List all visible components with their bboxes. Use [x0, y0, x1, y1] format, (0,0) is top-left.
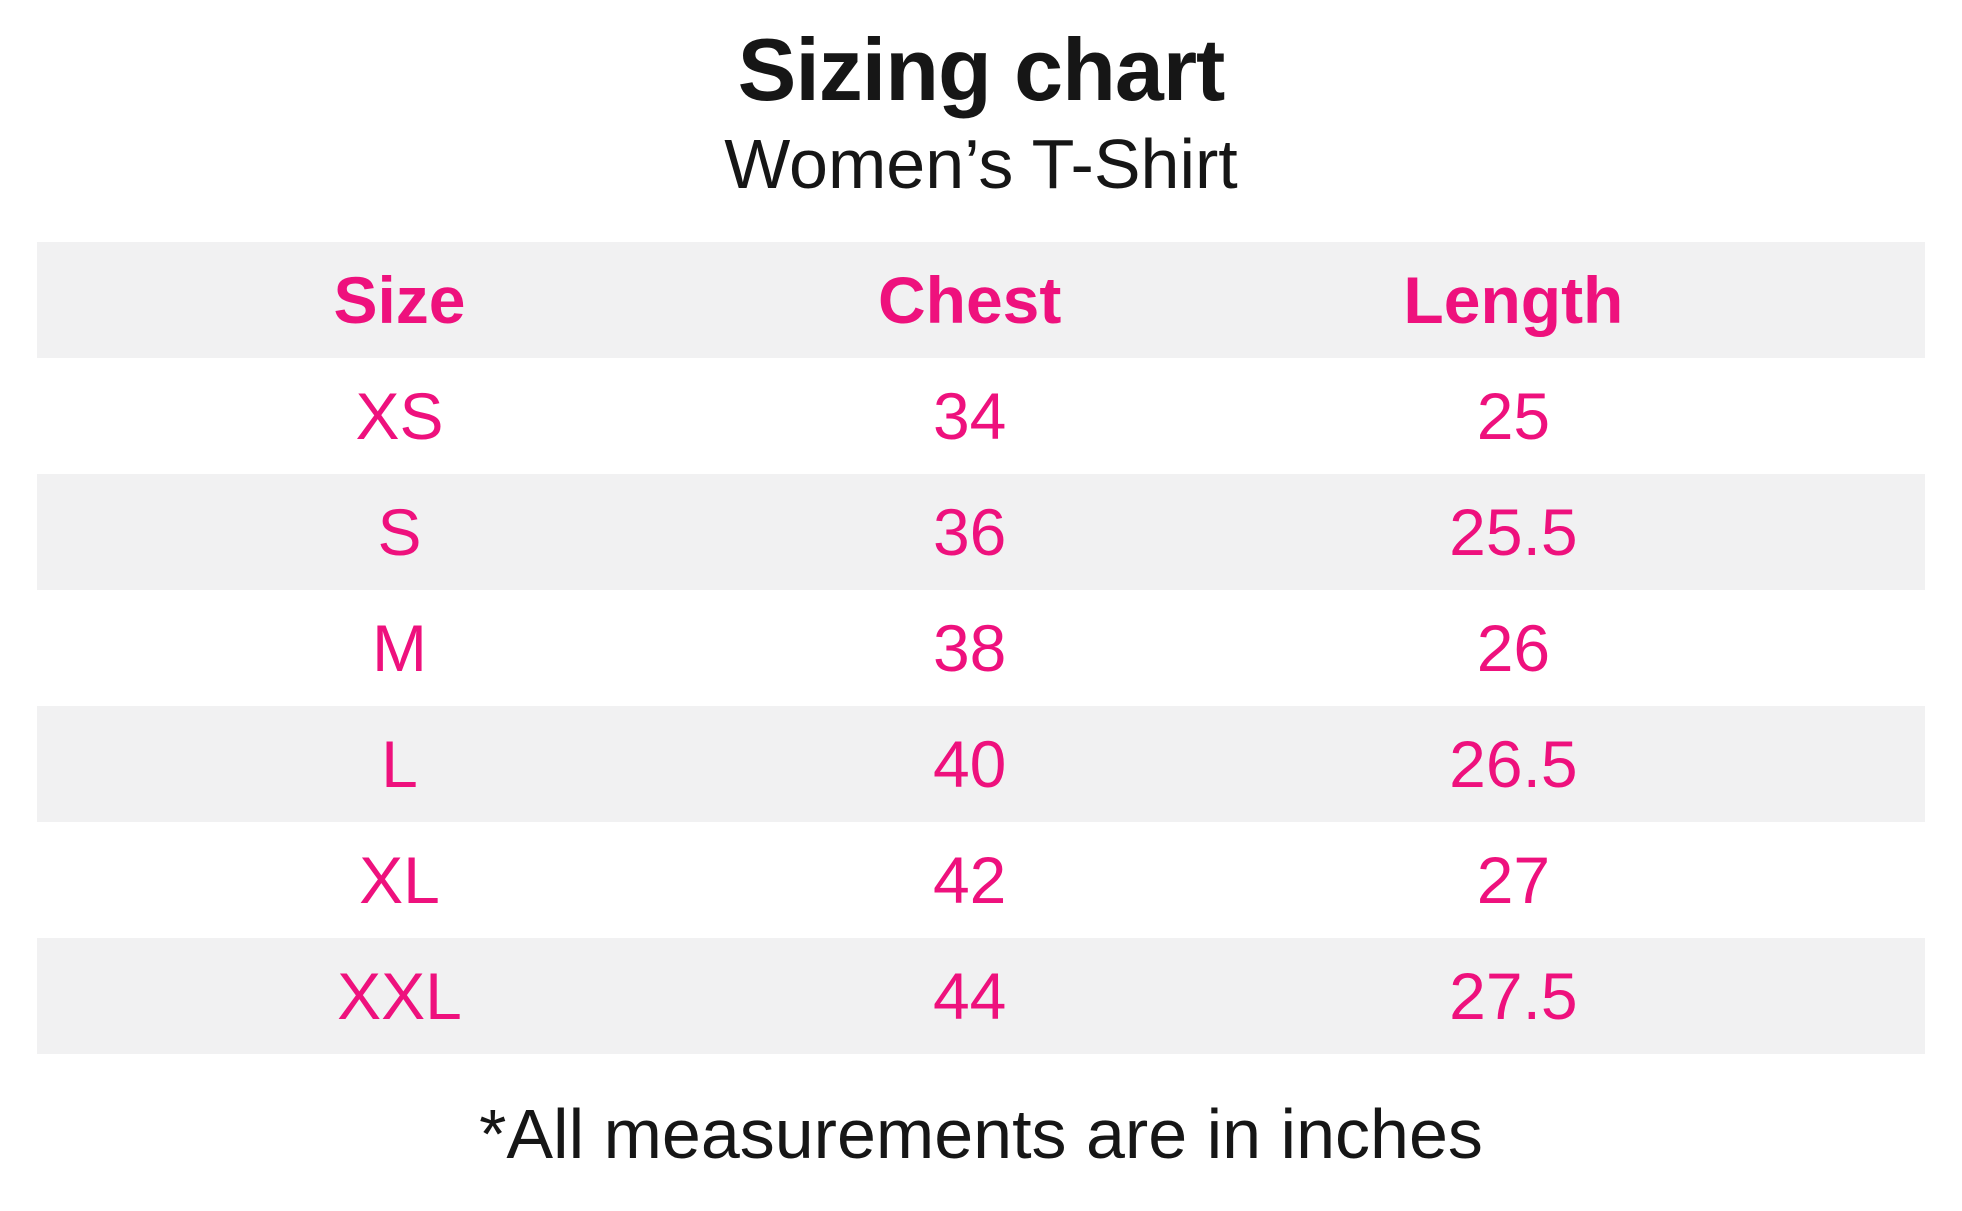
- page-title: Sizing chart: [737, 20, 1226, 119]
- size-cell: S: [377, 494, 422, 569]
- length-cell: 25.5: [1449, 494, 1578, 569]
- chest-cell: 42: [932, 842, 1007, 917]
- column-header-size: Size: [333, 262, 466, 337]
- length-cell: 26.5: [1449, 726, 1578, 801]
- chest-cell: 34: [932, 378, 1007, 453]
- table-row-xxl: XXL 44 27.5: [37, 937, 1925, 1054]
- page-subtitle: Women’s T-Shirt: [724, 125, 1238, 204]
- chest-cell: 44: [932, 958, 1007, 1033]
- table-row-s: S 36 25.5: [37, 473, 1925, 590]
- chest-cell: 36: [932, 494, 1007, 569]
- table-row-xl: XL 42 27: [37, 822, 1925, 938]
- length-cell: 25: [1476, 378, 1551, 453]
- size-cell: L: [381, 726, 418, 801]
- sizing-chart-page: Sizing chart Women’s T-Shirt Size Chest …: [0, 20, 1962, 1211]
- table-row-l: L 40 26.5: [37, 705, 1925, 822]
- table-row-xs: XS 34 25: [37, 358, 1925, 474]
- measurements-footnote: *All measurements are in inches: [479, 1094, 1483, 1173]
- length-cell: 27.5: [1449, 958, 1578, 1033]
- chest-cell: 38: [932, 610, 1007, 685]
- size-cell: XXL: [337, 958, 462, 1033]
- length-cell: 26: [1476, 610, 1551, 685]
- size-cell: XL: [359, 842, 440, 917]
- length-cell: 27: [1476, 842, 1551, 917]
- column-header-chest: Chest: [877, 262, 1062, 337]
- column-header-length: Length: [1403, 262, 1624, 337]
- table-row-m: M 38 26: [37, 590, 1925, 706]
- sizing-table: Size Chest Length XS 34 25 S 36 25.5 M 3…: [37, 241, 1925, 1054]
- table-header-row: Size Chest Length: [37, 241, 1925, 358]
- chest-cell: 40: [932, 726, 1007, 801]
- size-cell: M: [372, 610, 427, 685]
- size-cell: XS: [355, 378, 444, 453]
